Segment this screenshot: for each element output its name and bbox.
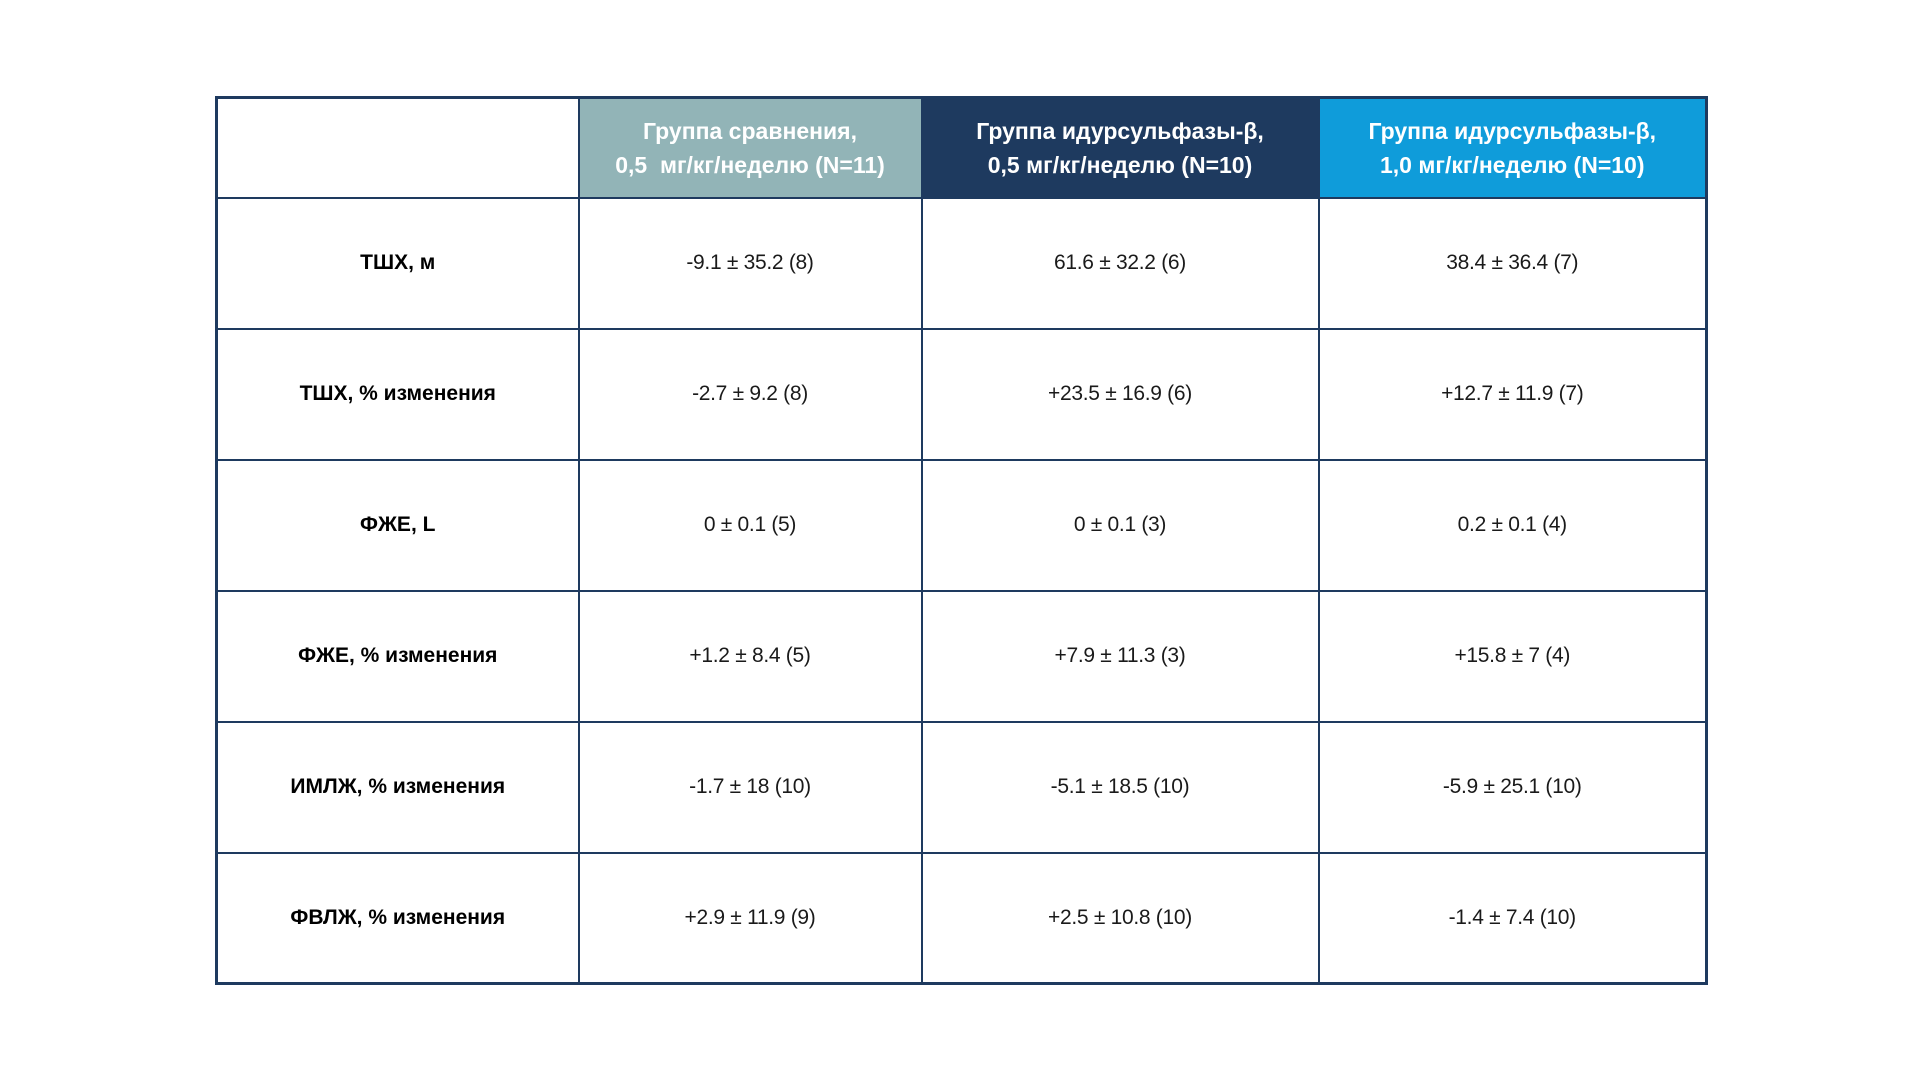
table-cell: -1.7 ± 18 (10): [577, 720, 923, 854]
header-row: Группа сравнения, 0,5 мг/кг/неделю (N=11…: [215, 96, 1708, 199]
table-cell: +7.9 ± 11.3 (3): [920, 589, 1320, 723]
table-cell: +23.5 ± 16.9 (6): [920, 327, 1320, 461]
header-line: Группа сравнения,: [643, 117, 857, 144]
row-label: ФЖЕ, L: [215, 458, 580, 592]
table-cell: 0.2 ± 0.1 (4): [1317, 458, 1708, 592]
table-cell: -1.4 ± 7.4 (10): [1317, 851, 1708, 985]
table-cell: 61.6 ± 32.2 (6): [920, 196, 1320, 330]
column-header-idursulfase-05: Группа идурсульфазы-β, 0,5 мг/кг/неделю …: [920, 96, 1320, 199]
table-cell: -5.9 ± 25.1 (10): [1317, 720, 1708, 854]
table-cell: +12.7 ± 11.9 (7): [1317, 327, 1708, 461]
table-cell: -5.1 ± 18.5 (10): [920, 720, 1320, 854]
row-label: ТШХ, м: [215, 196, 580, 330]
row-label: ФВЛЖ, % изменения: [215, 851, 580, 985]
table-cell: 0 ± 0.1 (3): [920, 458, 1320, 592]
table-cell: -2.7 ± 9.2 (8): [577, 327, 923, 461]
table-row: ФЖЕ, % изменения +1.2 ± 8.4 (5) +7.9 ± 1…: [215, 589, 1708, 723]
header-line: 0,5 мг/кг/неделю (N=11): [615, 151, 885, 178]
header-line: 1,0 мг/кг/неделю (N=10): [1380, 151, 1645, 178]
table-cell: +2.5 ± 10.8 (10): [920, 851, 1320, 985]
table-cell: +1.2 ± 8.4 (5): [577, 589, 923, 723]
table-cell: +2.9 ± 11.9 (9): [577, 851, 923, 985]
row-label: ИМЛЖ, % изменения: [215, 720, 580, 854]
header-line: Группа идурсульфазы-β,: [976, 117, 1264, 144]
table-row: ТШХ, % изменения -2.7 ± 9.2 (8) +23.5 ± …: [215, 327, 1708, 461]
table-cell: 0 ± 0.1 (5): [577, 458, 923, 592]
corner-cell: [215, 96, 580, 199]
results-table: Группа сравнения, 0,5 мг/кг/неделю (N=11…: [215, 96, 1708, 985]
row-label: ТШХ, % изменения: [215, 327, 580, 461]
table-row: ИМЛЖ, % изменения -1.7 ± 18 (10) -5.1 ± …: [215, 720, 1708, 854]
table-row: ТШХ, м -9.1 ± 35.2 (8) 61.6 ± 32.2 (6) 3…: [215, 196, 1708, 330]
header-line: 0,5 мг/кг/неделю (N=10): [987, 151, 1253, 178]
table-cell: -9.1 ± 35.2 (8): [577, 196, 923, 330]
table-cell: 38.4 ± 36.4 (7): [1317, 196, 1708, 330]
table-row: ФЖЕ, L 0 ± 0.1 (5) 0 ± 0.1 (3) 0.2 ± 0.1…: [215, 458, 1708, 592]
column-header-comparison-group: Группа сравнения, 0,5 мг/кг/неделю (N=11…: [577, 96, 923, 199]
row-label: ФЖЕ, % изменения: [215, 589, 580, 723]
table-row: ФВЛЖ, % изменения +2.9 ± 11.9 (9) +2.5 ±…: [215, 851, 1708, 985]
header-line: Группа идурсульфазы-β,: [1368, 117, 1657, 144]
column-header-idursulfase-10: Группа идурсульфазы-β, 1,0 мг/кг/неделю …: [1317, 96, 1708, 199]
table-cell: +15.8 ± 7 (4): [1317, 589, 1708, 723]
